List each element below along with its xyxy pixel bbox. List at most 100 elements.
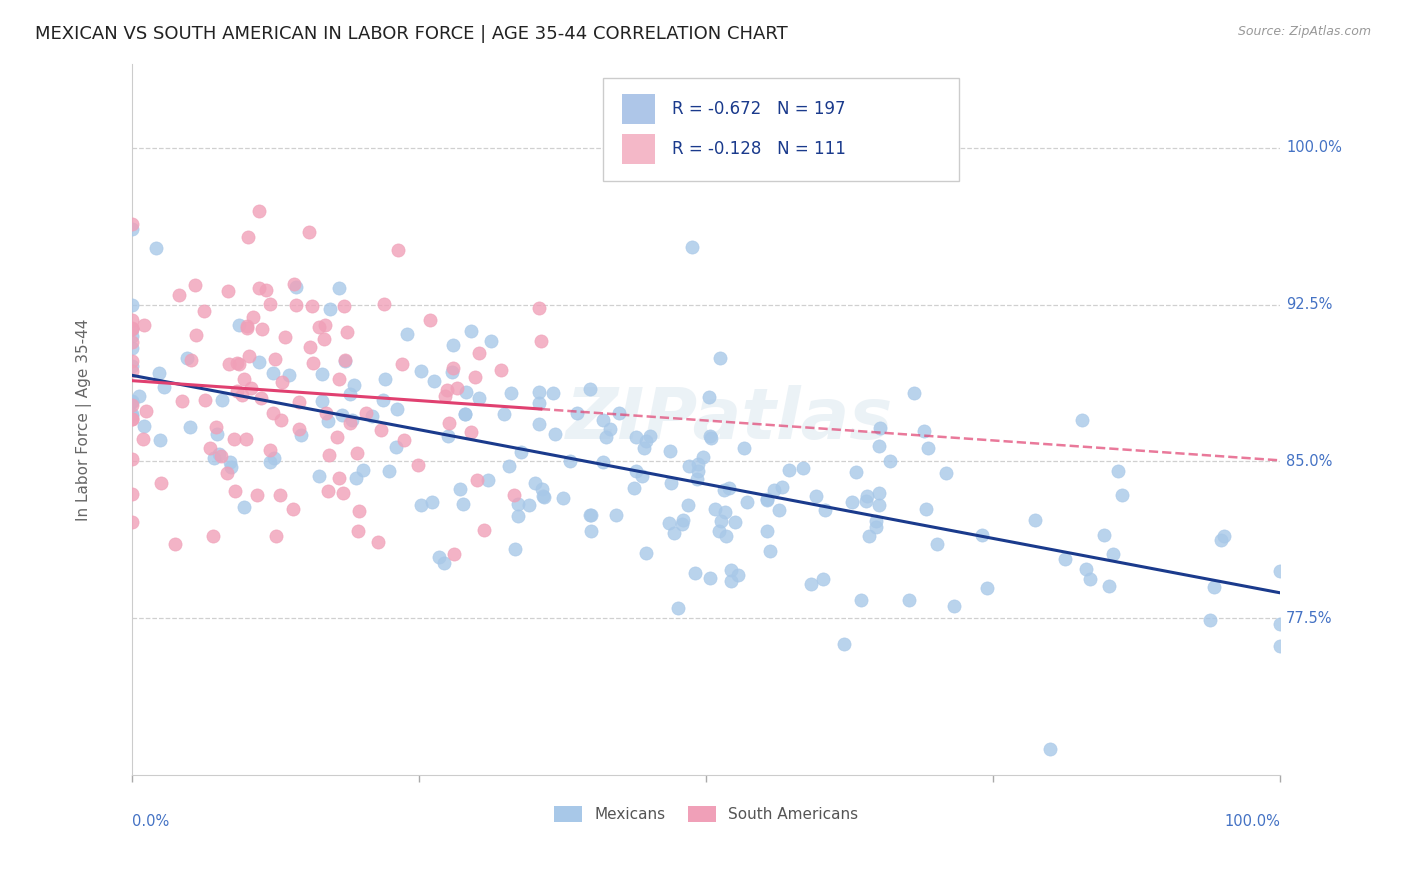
Point	[236, 318, 259, 333]
Point	[1204, 580, 1226, 594]
Point	[1213, 529, 1236, 543]
Point	[121, 395, 143, 409]
Point	[814, 503, 837, 517]
Point	[524, 475, 547, 490]
Point	[1024, 513, 1046, 527]
Point	[710, 514, 733, 528]
Point	[666, 601, 689, 615]
Point	[443, 547, 465, 561]
Point	[970, 528, 993, 542]
Point	[259, 297, 281, 311]
Point	[373, 297, 395, 311]
Point	[915, 502, 938, 516]
Point	[755, 492, 778, 507]
Point	[228, 357, 250, 371]
Point	[247, 203, 270, 218]
Point	[1092, 528, 1115, 542]
Text: 77.5%: 77.5%	[1286, 611, 1333, 626]
Point	[179, 420, 201, 434]
Point	[354, 406, 377, 420]
Point	[288, 422, 311, 436]
Point	[605, 508, 627, 522]
Point	[121, 398, 143, 412]
Point	[209, 449, 232, 463]
Point	[132, 419, 155, 434]
Point	[544, 427, 567, 442]
Point	[700, 431, 723, 445]
Point	[595, 429, 617, 443]
Point	[1270, 564, 1292, 578]
Point	[128, 389, 150, 403]
Point	[1039, 742, 1062, 756]
Point	[149, 475, 172, 490]
Point	[259, 455, 281, 469]
Point	[468, 391, 491, 405]
Point	[672, 513, 695, 527]
Point	[624, 464, 647, 478]
Point	[1199, 613, 1222, 627]
Point	[217, 285, 239, 299]
Point	[714, 529, 737, 543]
Point	[316, 483, 339, 498]
Point	[235, 432, 257, 446]
Point	[194, 392, 217, 407]
Point	[599, 422, 621, 436]
Point	[224, 483, 246, 498]
Point	[121, 412, 143, 426]
Point	[735, 495, 758, 509]
FancyBboxPatch shape	[623, 94, 655, 124]
Point	[270, 412, 292, 426]
Point	[530, 334, 553, 348]
Point	[434, 389, 457, 403]
Point	[976, 582, 998, 596]
Point	[453, 497, 475, 511]
Point	[148, 366, 170, 380]
Point	[121, 322, 143, 336]
Point	[868, 486, 890, 500]
Point	[202, 450, 225, 465]
Point	[121, 335, 143, 350]
Point	[328, 371, 350, 385]
Text: 92.5%: 92.5%	[1286, 297, 1333, 312]
Point	[184, 278, 207, 293]
Point	[503, 488, 526, 502]
Point	[1101, 547, 1123, 561]
Point	[865, 520, 887, 534]
Point	[395, 327, 418, 342]
Point	[446, 381, 468, 395]
Point	[374, 371, 396, 385]
Point	[477, 474, 499, 488]
Point	[420, 495, 443, 509]
Point	[121, 487, 143, 501]
Point	[308, 320, 330, 334]
Point	[232, 372, 254, 386]
Point	[454, 407, 477, 421]
Point	[567, 406, 589, 420]
Point	[494, 407, 516, 421]
Point	[718, 481, 741, 495]
Point	[917, 442, 939, 456]
Point	[249, 391, 271, 405]
Point	[770, 480, 793, 494]
Point	[367, 534, 389, 549]
Point	[121, 313, 143, 327]
Point	[503, 541, 526, 556]
Point	[238, 229, 260, 244]
Point	[758, 544, 780, 558]
Point	[579, 508, 602, 522]
Point	[302, 356, 325, 370]
Point	[527, 417, 550, 431]
Point	[623, 481, 645, 495]
Point	[869, 421, 891, 435]
Point	[290, 428, 312, 442]
Point	[733, 442, 755, 456]
Point	[792, 461, 814, 475]
Point	[449, 482, 471, 496]
Point	[592, 455, 614, 469]
Point	[231, 387, 253, 401]
Point	[318, 414, 340, 428]
Point	[529, 301, 551, 315]
Point	[460, 324, 482, 338]
Point	[250, 322, 273, 336]
Point	[713, 483, 735, 497]
